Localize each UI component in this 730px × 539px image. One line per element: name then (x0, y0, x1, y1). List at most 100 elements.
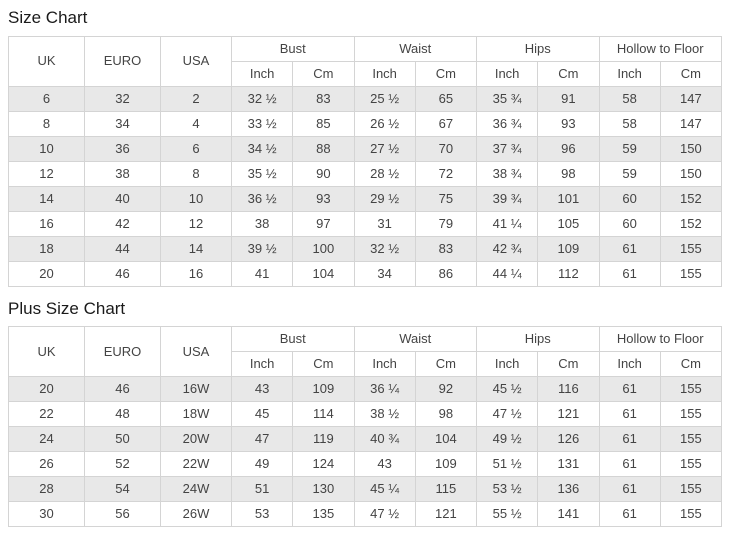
table-row: 28 54 24W 51 130 45 ¼ 115 53 ½ 136 61 155 (8, 476, 723, 503)
size-chart-table: UK EURO USA Bust Waist Hips Hollow to Fl… (8, 35, 723, 287)
table-cell: 22W (160, 451, 232, 478)
table-cell: 32 ½ (353, 235, 416, 262)
table-row: 24 50 20W 47 119 40 ¾ 104 49 ½ 126 61 155 (8, 426, 723, 453)
size-chart-title: Size Chart (8, 8, 88, 27)
table-row: 8 34 4 33 ½ 85 26 ½ 67 36 ¾ 93 58 147 (8, 110, 723, 137)
table-cell: 49 ½ (475, 426, 539, 453)
table-cell: 20W (160, 426, 232, 453)
table-row: 30 56 26W 53 135 47 ½ 121 55 ½ 141 61 155 (8, 501, 723, 528)
table-cell: 45 ½ (475, 376, 539, 403)
table-cell: 34 ½ (230, 135, 294, 162)
table-cell: 26W (160, 501, 232, 528)
table-cell: 38 ¾ (475, 160, 539, 187)
table-cell: 155 (659, 426, 723, 453)
table-row: 14 40 10 36 ½ 93 29 ½ 75 39 ¾ 101 60 152 (8, 185, 723, 212)
table-cell: 38 ½ (353, 401, 416, 428)
table-cell: 16 (8, 210, 85, 237)
table-cell: 14 (160, 235, 232, 262)
table-cell: 116 (537, 376, 600, 403)
table-cell: 109 (414, 451, 478, 478)
table-cell: 14 (8, 185, 85, 212)
table-cell: 72 (414, 160, 478, 187)
table-cell: 46 (84, 260, 161, 287)
table-cell: 61 (598, 451, 661, 478)
table-cell: 98 (414, 401, 478, 428)
table-cell: 147 (659, 85, 723, 112)
table-row: 10 36 6 34 ½ 88 27 ½ 70 37 ¾ 96 59 150 (8, 135, 723, 162)
table-cell: 155 (659, 235, 723, 262)
table-cell: 45 ¼ (353, 476, 416, 503)
size-chart-page: Size Chart UK EURO USA Bust Waist Hips H… (0, 8, 730, 528)
column-header-usa: USA (160, 35, 232, 87)
table-cell: 112 (537, 260, 600, 287)
table-cell: 67 (414, 110, 478, 137)
table-cell: 60 (598, 185, 661, 212)
table-cell: 53 ½ (475, 476, 539, 503)
table-row: 26 52 22W 49 124 43 109 51 ½ 131 61 155 (8, 451, 723, 478)
table-cell: 44 (84, 235, 161, 262)
table-cell: 130 (292, 476, 355, 503)
table-cell: 54 (84, 476, 161, 503)
column-header-euro: EURO (84, 326, 161, 378)
table-cell: 115 (414, 476, 478, 503)
table-cell: 50 (84, 426, 161, 453)
table-cell: 16W (160, 376, 232, 403)
table-cell: 8 (160, 160, 232, 187)
table-cell: 104 (292, 260, 355, 287)
table-cell: 42 (84, 210, 161, 237)
column-group-hollow-to-floor: Hollow to Floor (598, 35, 722, 62)
table-cell: 60 (598, 210, 661, 237)
subheader-bust-cm: Cm (292, 351, 355, 378)
table-cell: 147 (659, 110, 723, 137)
table-cell: 18 (8, 235, 85, 262)
table-cell: 43 (353, 451, 416, 478)
subheader-waist-inch: Inch (353, 351, 416, 378)
table-cell: 32 (84, 85, 161, 112)
table-cell: 29 ½ (353, 185, 416, 212)
table-cell: 59 (598, 135, 661, 162)
table-row: 18 44 14 39 ½ 100 32 ½ 83 42 ¾ 109 61 155 (8, 235, 723, 262)
table-cell: 141 (537, 501, 600, 528)
subheader-waist-cm: Cm (414, 351, 478, 378)
table-cell: 12 (8, 160, 85, 187)
table-cell: 45 (230, 401, 294, 428)
table-cell: 35 ½ (230, 160, 294, 187)
table-cell: 61 (598, 426, 661, 453)
table-cell: 6 (160, 135, 232, 162)
table-cell: 47 ½ (475, 401, 539, 428)
table-cell: 20 (8, 376, 85, 403)
table-cell: 152 (659, 210, 723, 237)
table-cell: 97 (292, 210, 355, 237)
table-cell: 104 (414, 426, 478, 453)
table-cell: 36 (84, 135, 161, 162)
table-cell: 96 (537, 135, 600, 162)
plus-size-chart-title: Plus Size Chart (8, 298, 126, 318)
table-cell: 93 (292, 185, 355, 212)
table-cell: 36 ½ (230, 185, 294, 212)
column-group-hips: Hips (476, 326, 600, 353)
table-cell: 135 (292, 501, 355, 528)
table-cell: 58 (598, 110, 661, 137)
table-cell: 150 (659, 160, 723, 187)
table-cell: 121 (537, 401, 600, 428)
table-cell: 124 (292, 451, 355, 478)
table-cell: 86 (414, 260, 478, 287)
table-cell: 40 (84, 185, 161, 212)
column-header-euro: EURO (84, 35, 161, 87)
table-cell: 4 (160, 110, 232, 137)
table-row: 22 48 18W 45 114 38 ½ 98 47 ½ 121 61 155 (8, 401, 723, 428)
table-cell: 155 (659, 260, 723, 287)
column-group-bust: Bust (231, 35, 355, 62)
table-cell: 61 (598, 376, 661, 403)
table-cell: 6 (8, 85, 85, 112)
table-cell: 42 ¾ (475, 235, 539, 262)
table-cell: 26 ½ (353, 110, 416, 137)
table-cell: 101 (537, 185, 600, 212)
table-cell: 155 (659, 401, 723, 428)
table-cell: 114 (292, 401, 355, 428)
table-cell: 38 (84, 160, 161, 187)
table-cell: 61 (598, 260, 661, 287)
table-cell: 53 (230, 501, 294, 528)
table-cell: 92 (414, 376, 478, 403)
table-cell: 65 (414, 85, 478, 112)
